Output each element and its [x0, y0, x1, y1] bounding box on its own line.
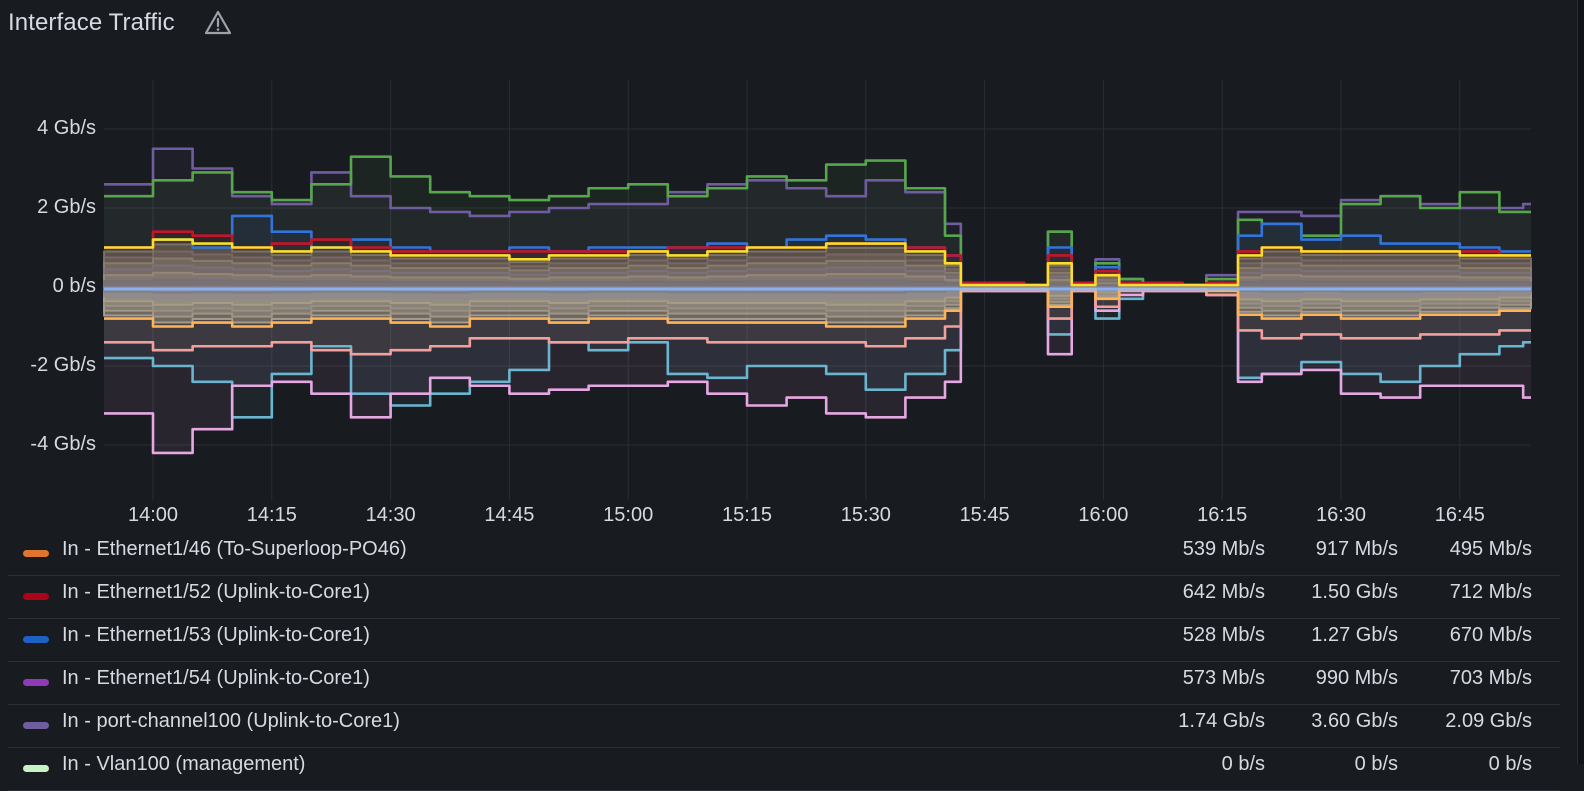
legend-row[interactable]: In - Ethernet1/54 (Uplink-to-Core1) 573 M… [8, 662, 1560, 705]
legend-row[interactable]: In - Ethernet1/52 (Uplink-to-Core1) 642 M… [8, 576, 1560, 619]
series-last: 2.09 Gb/s [1445, 710, 1532, 732]
series-band [103, 286, 1532, 318]
x-axis-tick-label: 14:00 [127, 504, 179, 526]
x-axis-tick-label: 15:00 [603, 504, 654, 526]
y-axis-tick-label: -4 Gb/s [30, 433, 96, 455]
x-axis-tick-label: 16:45 [1434, 504, 1485, 526]
y-axis-tick-label: 0 b/s [52, 275, 96, 297]
series-color-swatch[interactable] [23, 722, 49, 729]
series-mean: 642 Mb/s [1182, 581, 1265, 603]
series-color-swatch[interactable] [23, 593, 49, 600]
y-axis-tick-label: -2 Gb/s [30, 354, 96, 376]
series-mean: 573 Mb/s [1182, 667, 1265, 689]
legend-table: In - Ethernet1/46 (To-Superloop-PO46) 539… [8, 533, 1560, 791]
x-axis-tick-label: 15:15 [721, 504, 773, 526]
series-band [103, 271, 1532, 288]
x-axis-tick-label: 16:00 [1078, 504, 1129, 526]
series-last: 0 b/s [1488, 753, 1532, 775]
interface-traffic-panel: Interface Traffic 4 Gb/s 2 Gb/s 0 b/s -2 Gb… [0, 6, 1576, 791]
x-axis-tick-label: 14:30 [365, 504, 416, 526]
series-last: 712 Mb/s [1449, 581, 1532, 603]
legend-row[interactable]: In - port-channel100 (Uplink-to-Core1) 1.… [8, 705, 1560, 748]
series-band [103, 286, 1532, 306]
series-name[interactable]: In - Vlan100 (management) [62, 753, 306, 775]
series-mean: 1.74 Gb/s [1178, 710, 1265, 732]
series-max: 3.60 Gb/s [1311, 710, 1398, 732]
x-axis-tick-label: 14:45 [484, 504, 535, 526]
series-line[interactable] [104, 289, 1531, 455]
series-color-swatch[interactable] [23, 765, 49, 772]
series-band [103, 278, 1532, 288]
series-name[interactable]: In - port-channel100 (Uplink-to-Core1) [62, 710, 400, 732]
series-last: 703 Mb/s [1449, 667, 1532, 689]
warning-triangle-icon[interactable] [203, 8, 233, 38]
panel-title: Interface Traffic [8, 9, 175, 36]
series-mean: 0 b/s [1221, 753, 1265, 775]
x-axis-tick-label: 15:45 [959, 504, 1010, 526]
series-line[interactable] [104, 289, 1531, 356]
series-line[interactable] [104, 287, 1531, 328]
legend-row[interactable]: In - Ethernet1/46 (To-Superloop-PO46) 539… [8, 533, 1560, 576]
series-line[interactable] [104, 289, 1531, 419]
series-name[interactable]: In - Ethernet1/54 (Uplink-to-Core1) [62, 667, 370, 689]
series-max: 1.50 Gb/s [1311, 581, 1398, 603]
x-axis-tick-label: 14:15 [246, 504, 297, 526]
series-color-swatch[interactable] [23, 679, 49, 686]
series-color-swatch[interactable] [23, 636, 49, 643]
y-axis-tick-label: 2 Gb/s [37, 196, 96, 218]
plot-area[interactable] [0, 60, 1576, 540]
legend-row[interactable]: In - Ethernet1/53 (Uplink-to-Core1) 528 M… [8, 619, 1560, 662]
series-name[interactable]: In - Ethernet1/52 (Uplink-to-Core1) [62, 581, 370, 603]
series-area [104, 287, 1531, 418]
series-name[interactable]: In - Ethernet1/46 (To-Superloop-PO46) [62, 538, 407, 560]
x-axis-tick-label: 15:30 [840, 504, 891, 526]
series-mean: 528 Mb/s [1182, 624, 1265, 646]
series-max: 917 Mb/s [1315, 538, 1398, 560]
series-max: 990 Mb/s [1315, 667, 1398, 689]
series-name[interactable]: In - Ethernet1/53 (Uplink-to-Core1) [62, 624, 370, 646]
x-axis-tick-label: 16:30 [1315, 504, 1367, 526]
series-line[interactable] [104, 238, 1531, 287]
series-max: 1.27 Gb/s [1311, 624, 1398, 646]
series-mean: 539 Mb/s [1182, 538, 1265, 560]
time-series-chart[interactable] [0, 60, 1576, 540]
vertical-scrollbar[interactable] [1577, 0, 1584, 764]
series-last: 495 Mb/s [1449, 538, 1532, 560]
y-axis-tick-label: 4 Gb/s [37, 117, 96, 139]
panel-header: Interface Traffic [8, 6, 233, 40]
series-area [104, 287, 1531, 453]
series-color-swatch[interactable] [23, 550, 49, 557]
series-band [103, 257, 1532, 288]
x-axis-tick-label: 16:15 [1197, 504, 1248, 526]
series-last: 670 Mb/s [1449, 624, 1532, 646]
series-max: 0 b/s [1354, 753, 1398, 775]
legend-row[interactable]: In - Vlan100 (management) 0 b/s 0 b/s 0 b/s [8, 748, 1560, 791]
